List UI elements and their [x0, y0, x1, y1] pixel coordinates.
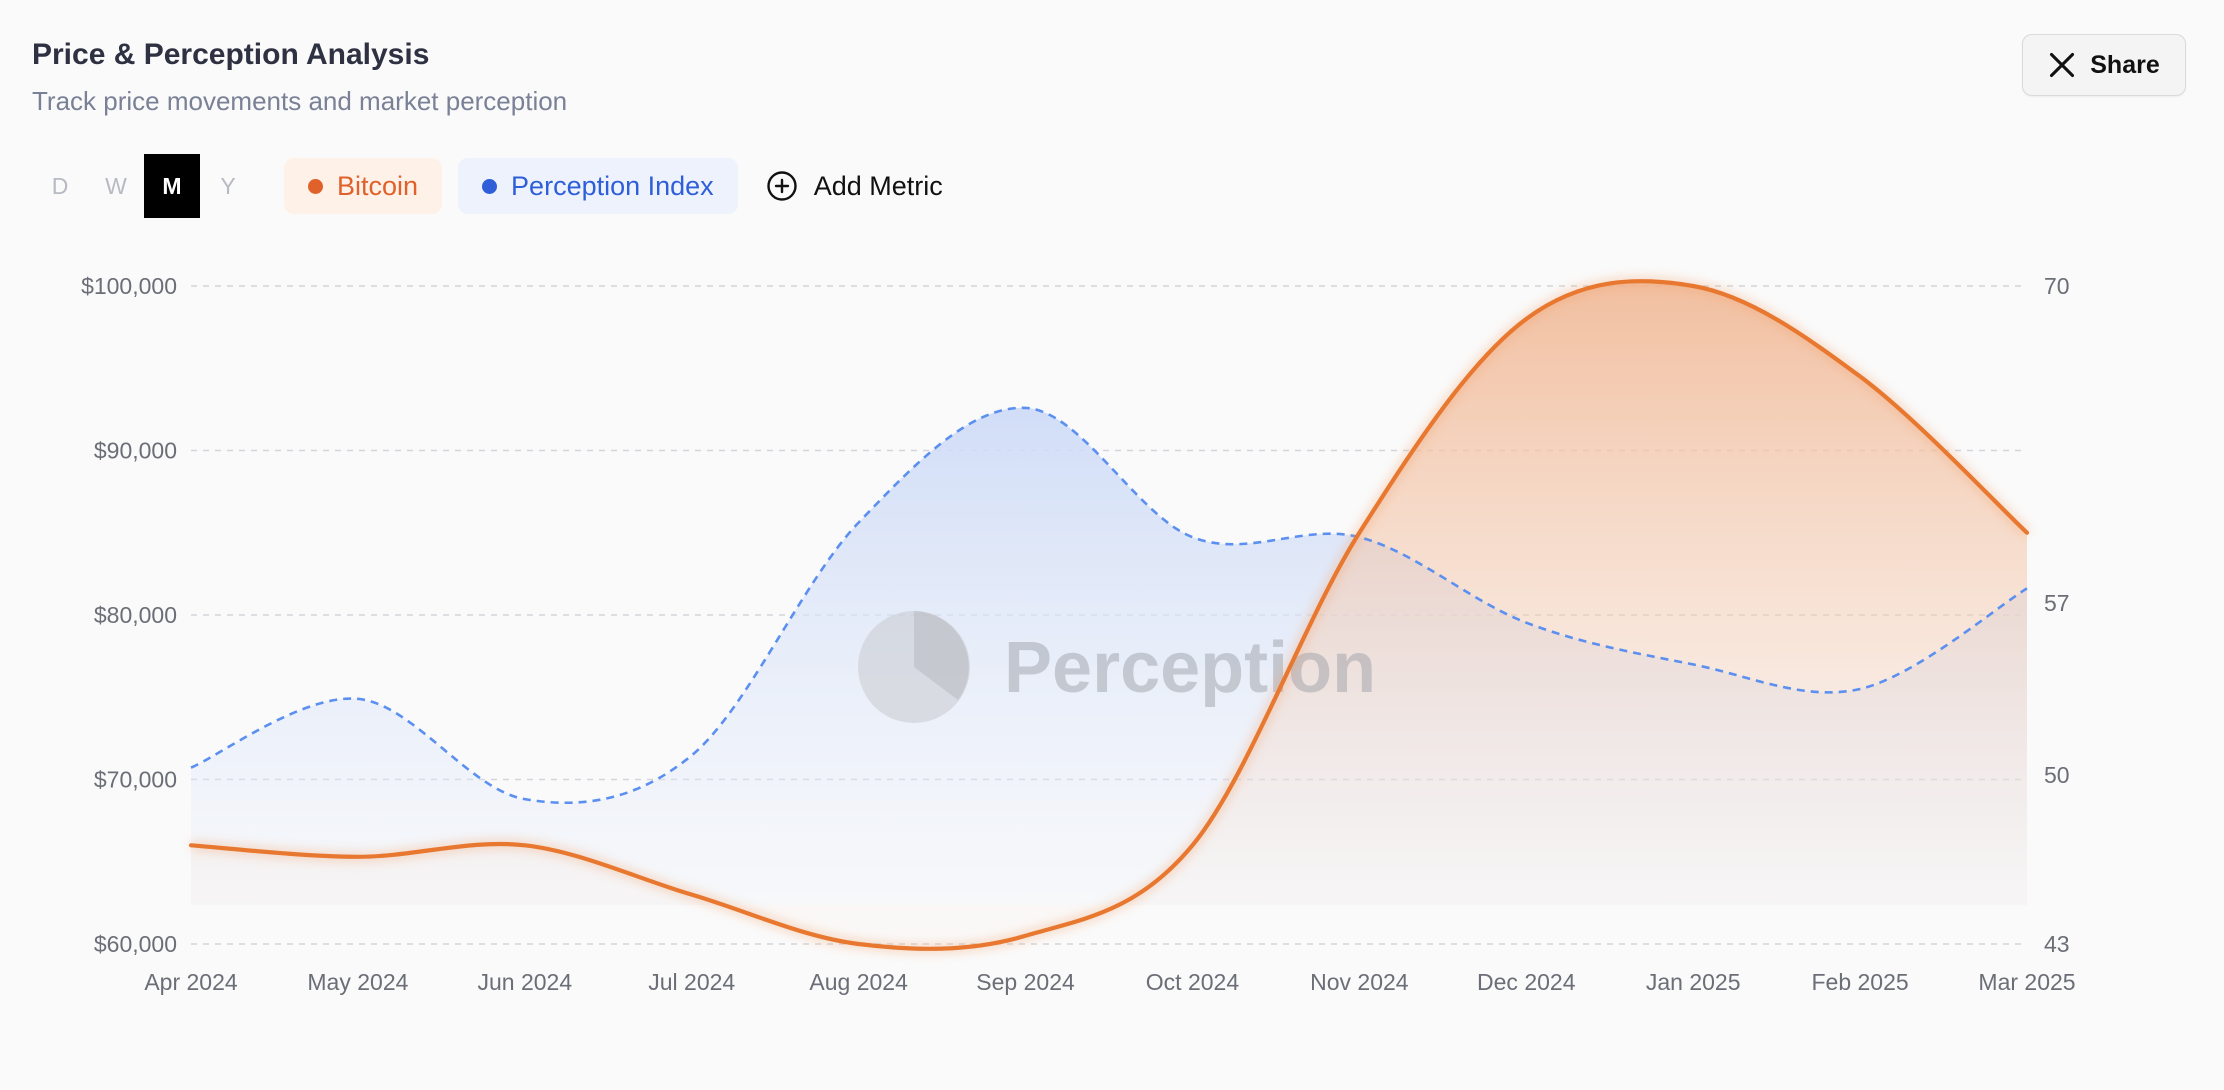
x-tick-label: Jan 2025: [1646, 969, 1741, 995]
period-month[interactable]: M: [144, 154, 200, 218]
page-subtitle: Track price movements and market percept…: [32, 86, 568, 116]
chart-controls: D W M Y Bitcoin Perception Index Add Met…: [32, 154, 943, 218]
perception-line: [190, 406, 2028, 804]
metric-chip-bitcoin-label: Bitcoin: [337, 170, 419, 201]
x-tick-label: Dec 2024: [1477, 969, 1576, 995]
share-button[interactable]: Share: [2022, 34, 2186, 96]
series-areas: [191, 281, 2027, 949]
x-tick-label: Nov 2024: [1310, 969, 1409, 995]
watermark: Perception: [858, 611, 1376, 723]
share-button-label: Share: [2090, 50, 2160, 79]
axes: $60,000 $70,000 $80,000 $90,000 $100,000 43 50…: [81, 273, 2076, 995]
y-left-tick-label: $80,000: [94, 602, 177, 628]
y-left-tick-label: $60,000: [94, 931, 177, 957]
watermark-logo-segment: [914, 611, 969, 700]
x-tick-label: Feb 2025: [1811, 969, 1908, 995]
bitcoin-area: [191, 281, 2027, 949]
y-left-tick-label: $90,000: [94, 438, 177, 464]
x-tick-label: Jul 2024: [648, 969, 735, 995]
x-tick-label: Apr 2024: [144, 969, 238, 995]
y-left-tick-label: $100,000: [81, 273, 177, 299]
watermark-text: Perception: [1004, 628, 1376, 708]
period-week[interactable]: W: [105, 172, 127, 199]
x-logo-icon: [2050, 52, 2075, 78]
x-tick-label: May 2024: [307, 969, 408, 995]
y-right-tick-label: 70: [2044, 273, 2070, 299]
add-metric-label: Add Metric: [813, 170, 943, 201]
period-day[interactable]: D: [51, 172, 69, 199]
bitcoin-dot-icon: [308, 178, 323, 194]
x-tick-label: Oct 2024: [1146, 969, 1240, 995]
series-lines: [188, 276, 2031, 954]
period-year[interactable]: Y: [220, 172, 236, 199]
x-tick-label: Aug 2024: [809, 969, 908, 995]
perception-dot-icon: [482, 178, 498, 194]
y-left-tick-label: $70,000: [94, 767, 177, 793]
x-tick-label: Jun 2024: [477, 969, 572, 995]
y-right-tick-label: 43: [2044, 931, 2070, 957]
x-tick-label: Sep 2024: [976, 969, 1075, 995]
page-title: Price & Perception Analysis: [32, 38, 430, 71]
metric-chip-perception-label: Perception Index: [511, 170, 714, 201]
bitcoin-line: [188, 279, 2030, 951]
y-right-tick-label: 50: [2044, 762, 2070, 788]
metric-chip-bitcoin[interactable]: Bitcoin: [284, 158, 443, 214]
y-right-tick-label: 57: [2044, 590, 2070, 616]
add-metric-button[interactable]: Add Metric: [766, 158, 943, 214]
metric-chip-perception[interactable]: Perception Index: [458, 158, 738, 214]
x-tick-label: Mar 2025: [1978, 969, 2075, 995]
plus-circle-icon: [766, 171, 797, 201]
